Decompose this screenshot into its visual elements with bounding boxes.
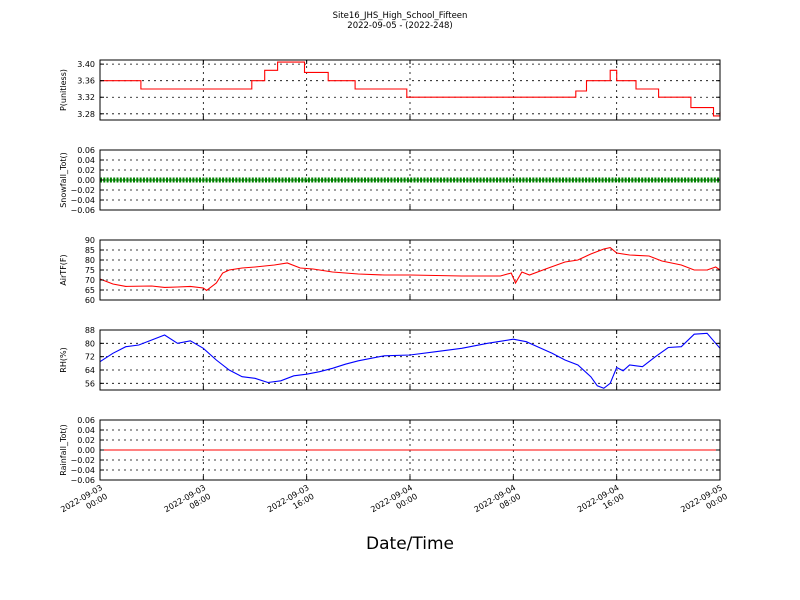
panel-4: 56 64 72 80 88 RH(%) (59, 326, 721, 391)
panel-2: −0.06−0.04−0.020.000.020.040.06 Snowfall_… (59, 146, 721, 215)
series-line (99, 332, 721, 389)
y-tick-label: 3.40 (77, 60, 95, 69)
y-tick-label: 0.06 (77, 416, 95, 425)
chart-subtitle: 2022-09-05 - (2022-248) (347, 21, 453, 31)
y-tick-label: 75 (85, 266, 95, 275)
y-tick-label: 64 (85, 366, 95, 375)
y-tick-label: −0.06 (70, 476, 95, 485)
y-tick-label: 3.28 (77, 110, 95, 119)
y-tick-label: 0.04 (77, 426, 95, 435)
y-tick-label: −0.04 (70, 196, 95, 205)
x-axis-label: Date/Time (366, 534, 454, 554)
y-axis-label: P(unitless) (59, 69, 68, 111)
y-tick-label: 80 (85, 256, 95, 265)
series-line (100, 61, 721, 117)
y-tick-label: 70 (85, 276, 95, 285)
y-tick-label: 3.36 (77, 77, 95, 86)
y-tick-label: 0.02 (77, 436, 95, 445)
y-tick-label: −0.06 (70, 206, 95, 215)
y-tick-label: 0.00 (77, 446, 95, 455)
y-tick-label: 85 (85, 246, 95, 255)
y-axis-label: Snowfall_Tot() (59, 152, 68, 208)
y-tick-label: 90 (85, 236, 95, 245)
y-tick-label: 65 (85, 286, 95, 295)
y-tick-label: 56 (85, 379, 95, 388)
y-tick-label: 60 (85, 296, 95, 305)
y-axis-label: AirTF(F) (59, 254, 68, 285)
y-tick-label: 0.06 (77, 146, 95, 155)
y-tick-label: 80 (85, 339, 95, 348)
y-tick-label: 72 (85, 353, 95, 362)
y-tick-label: 88 (85, 326, 95, 335)
y-tick-label: −0.04 (70, 466, 95, 475)
y-tick-label: −0.02 (70, 456, 95, 465)
y-tick-label: −0.02 (70, 186, 95, 195)
chart-title: Site16_JHS_High_School_Fifteen (332, 11, 468, 21)
y-tick-label: 0.04 (77, 156, 95, 165)
y-tick-label: 3.32 (77, 93, 95, 102)
y-tick-label: 0.02 (77, 166, 95, 175)
series-line (99, 247, 721, 292)
y-tick-label: 0.00 (77, 176, 95, 185)
y-axis-label: Rainfall_Tot() (59, 424, 68, 476)
y-axis-label: RH(%) (59, 347, 68, 372)
panel-1: 3.28 3.32 3.36 3.40 P(unitless) (59, 59, 721, 121)
panel-5: −0.06−0.04−0.020.000.020.040.06 Rainfall_… (59, 416, 721, 485)
